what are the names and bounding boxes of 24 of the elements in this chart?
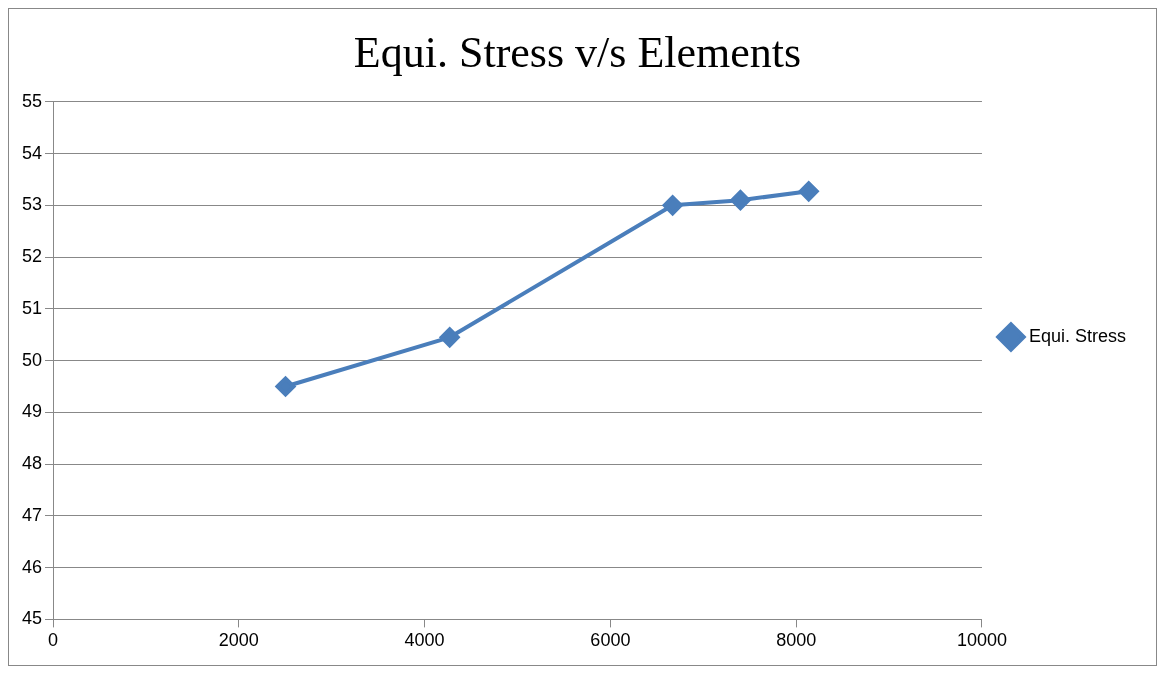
- point: [275, 376, 296, 397]
- point: [730, 190, 751, 211]
- x-tick-label: 6000: [590, 630, 631, 651]
- y-tick-label: 51: [21, 297, 43, 318]
- y-tick-label: 55: [21, 90, 43, 111]
- y-tick-label: 47: [21, 504, 43, 525]
- x-tick-label: 10000: [956, 630, 1007, 651]
- point: [798, 181, 819, 202]
- y-tick-label: 52: [21, 246, 43, 267]
- point: [662, 195, 683, 216]
- point: [439, 327, 460, 348]
- y-tick-label: 50: [21, 349, 43, 370]
- x-tick-label: 4000: [404, 630, 445, 651]
- x-tick-label: 8000: [776, 630, 817, 651]
- y-tick-label: 45: [21, 608, 43, 629]
- legend-label: Equi. Stress: [1028, 325, 1127, 346]
- y-tick-label: 53: [21, 194, 43, 215]
- x-tick-label: 2000: [218, 630, 259, 651]
- y-tick-label: 48: [21, 453, 43, 474]
- y-tick-label: 46: [21, 556, 43, 577]
- y-tick-label: 54: [21, 142, 43, 163]
- y-tick-label: 49: [21, 401, 43, 422]
- chart-title: Equi. Stress v/s Elements: [353, 27, 802, 77]
- x-tick-label: 0: [48, 630, 59, 651]
